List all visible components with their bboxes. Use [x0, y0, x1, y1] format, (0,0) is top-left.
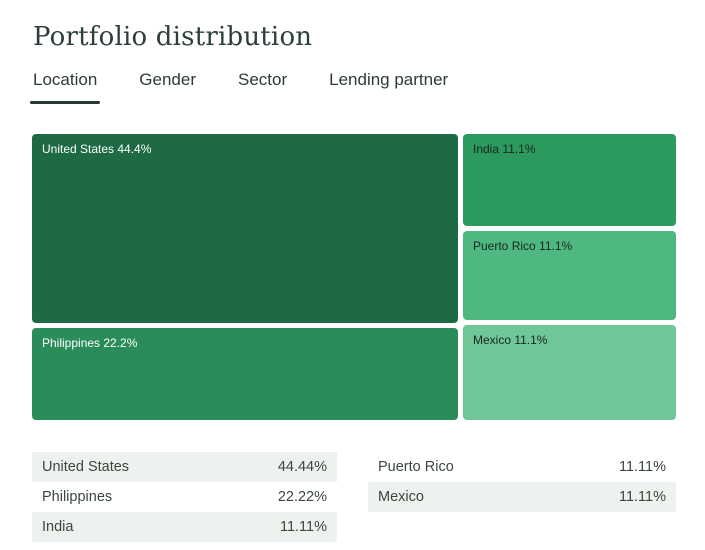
treemap-block-mexico-label: Mexico 11.1% [473, 333, 548, 347]
treemap-block-puerto-rico[interactable]: Puerto Rico 11.1% [463, 231, 676, 320]
table-cell-label: Mexico [378, 489, 424, 505]
page-title: Portfolio distribution [33, 22, 313, 52]
table-cell-label: India [42, 519, 74, 535]
tab-lending-partner-label: Lending partner [329, 70, 449, 89]
tab-sector[interactable]: Sector [238, 70, 287, 104]
treemap-block-india-label: India 11.1% [473, 142, 536, 156]
table-row-puerto-rico: Puerto Rico 11.11% [368, 452, 676, 482]
table-cell-value: 44.44% [277, 459, 327, 475]
tab-location[interactable]: Location [30, 70, 101, 104]
treemap-block-mexico[interactable]: Mexico 11.1% [463, 325, 676, 420]
table-cell-value: 11.11% [618, 459, 666, 475]
table-cell-value: 11.11% [618, 489, 666, 505]
treemap-left-column: United States 44.4% Philippines 22.2% [32, 134, 458, 420]
tab-gender[interactable]: Gender [139, 70, 196, 104]
tab-bar: Location Gender Sector Lending partner [30, 70, 448, 104]
treemap-block-united-states[interactable]: United States 44.4% [32, 134, 458, 323]
legend-table-left-column: United States 44.44% Philippines 22.22% … [32, 452, 337, 542]
table-row-united-states: United States 44.44% [32, 452, 337, 482]
tab-location-label: Location [33, 70, 98, 89]
treemap-right-column: India 11.1% Puerto Rico 11.1% Mexico 11.… [463, 134, 676, 420]
treemap-block-puerto-rico-label: Puerto Rico 11.1% [473, 239, 573, 253]
table-row-india: India 11.11% [32, 512, 337, 542]
treemap-block-united-states-label: United States 44.4% [42, 142, 152, 156]
treemap-block-india[interactable]: India 11.1% [463, 134, 676, 226]
active-tab-underline [30, 100, 101, 104]
treemap-block-philippines-label: Philippines 22.2% [42, 336, 138, 350]
table-cell-label: Puerto Rico [378, 459, 454, 475]
table-cell-value: 22.22% [277, 489, 327, 505]
treemap-block-philippines[interactable]: Philippines 22.2% [32, 328, 458, 420]
legend-table: United States 44.44% Philippines 22.22% … [32, 452, 676, 542]
table-cell-label: Philippines [42, 489, 113, 505]
tab-sector-label: Sector [237, 70, 288, 89]
treemap-chart: United States 44.4% Philippines 22.2% In… [32, 134, 676, 420]
tab-lending-partner[interactable]: Lending partner [329, 70, 448, 104]
table-cell-label: United States [42, 459, 130, 475]
legend-table-right-column: Puerto Rico 11.11% Mexico 11.11% [368, 452, 676, 542]
table-cell-value: 11.11% [279, 519, 327, 535]
table-row-mexico: Mexico 11.11% [368, 482, 676, 512]
tab-gender-label: Gender [139, 70, 196, 89]
table-row-philippines: Philippines 22.22% [32, 482, 337, 512]
